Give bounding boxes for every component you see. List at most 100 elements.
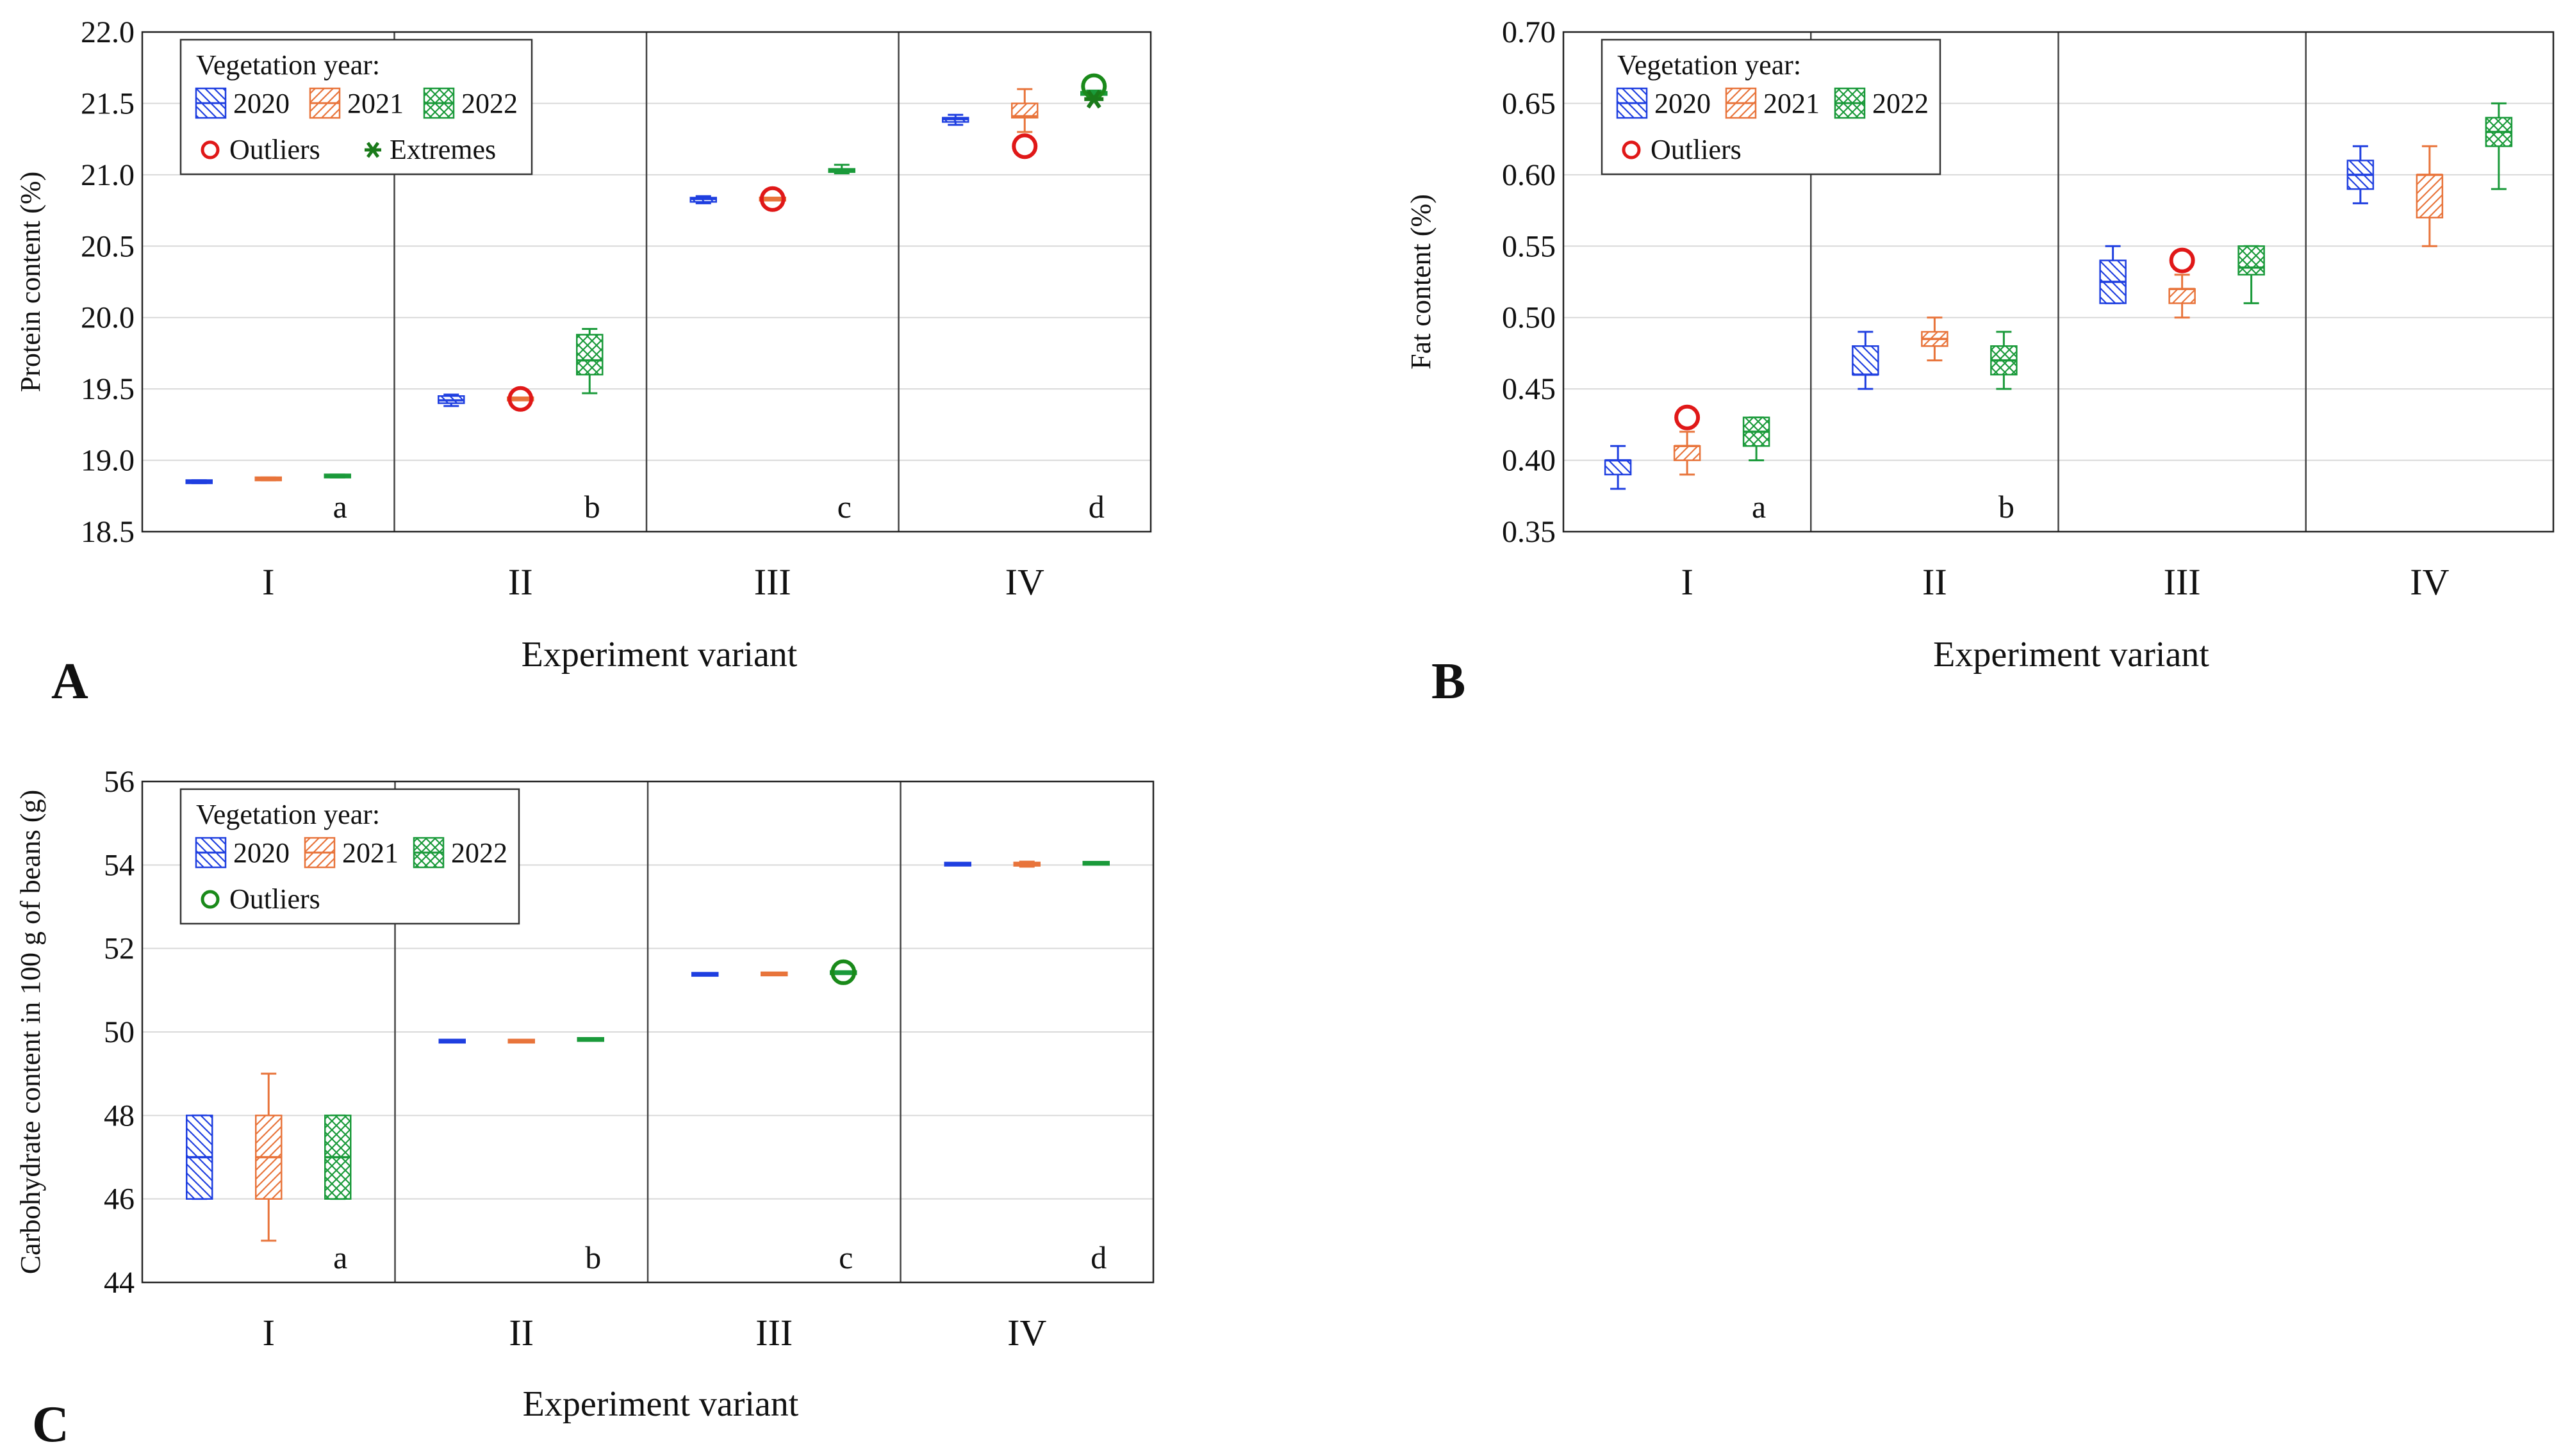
significance-letter: b [1998, 489, 2014, 525]
y-tick-label: 0.60 [1502, 158, 1556, 192]
box-2021-III [761, 971, 788, 977]
y-tick-label: 0.65 [1502, 86, 1556, 120]
y-tick-label: 18.5 [81, 515, 135, 549]
box-2021-III [2168, 247, 2196, 319]
legend-label-2022: 2022 [1872, 88, 1929, 119]
x-axis-title: Experiment variant [522, 635, 798, 675]
x-tick-label: II [508, 561, 533, 603]
legend-outlier-marker [1622, 140, 1641, 160]
plot-frame [141, 780, 1155, 1284]
plot-frame [141, 31, 1152, 533]
y-tick-label: 21.0 [81, 158, 135, 192]
significance-letter: d [1089, 489, 1105, 525]
x-tick-label: I [263, 1312, 275, 1354]
y-tick-label: 20.0 [81, 301, 135, 335]
y-tick-label: 21.5 [81, 86, 135, 120]
box-2022-II [576, 328, 604, 395]
box-2020-IV [2346, 145, 2375, 204]
panel-a: 18.519.019.520.020.521.021.522.0a b c dI II I… [15, 15, 1152, 710]
box-2022-I [324, 1114, 352, 1200]
y-tick-label: 20.5 [81, 229, 135, 263]
y-axis-title: Protein content (%) [15, 172, 46, 393]
x-tick-label: I [1681, 561, 1693, 603]
x-axis-title: Experiment variant [1933, 635, 2209, 675]
box-2020-I [186, 1114, 213, 1200]
box-body [1011, 102, 1039, 119]
plot-frame [1562, 31, 2555, 533]
legend-frame [1601, 38, 1941, 176]
x-tick-label: III [755, 1312, 793, 1354]
box-2022-II [1990, 331, 2018, 390]
y-tick-label: 0.35 [1502, 515, 1556, 549]
y-tick-label: 54 [104, 848, 135, 882]
y-tick-label: 0.50 [1502, 301, 1556, 335]
box-2020-I [185, 479, 213, 484]
box-2020-III [689, 195, 717, 204]
extreme-stroke [1086, 90, 1101, 109]
legend-label-2020: 2020 [233, 88, 290, 119]
box-body [1852, 345, 1879, 376]
box-2020-IV [942, 113, 969, 126]
box-2021-I [254, 476, 282, 482]
significance-letter: a [1752, 489, 1766, 525]
y-tick-label: 0.55 [1502, 229, 1556, 263]
box-body [2416, 174, 2444, 218]
legend-label-2020: 2020 [1654, 88, 1711, 119]
y-tick-label: 52 [104, 932, 135, 966]
box-2021-I [1673, 404, 1701, 476]
box-body [2237, 245, 2265, 276]
legend: Vegetation year: 2020 2021 2022 Outliers [179, 788, 520, 925]
box-2022-I [324, 473, 351, 479]
box-2021-II [507, 386, 534, 412]
box-2020-II [1852, 331, 1879, 390]
box-2022-I [1742, 416, 1770, 462]
box-2020-II [438, 393, 465, 407]
legend-frame [179, 38, 533, 176]
legend: Vegetation year: 2020 2021 2022 Outliers [1601, 38, 1941, 176]
outlier-point [1012, 133, 1038, 160]
box-2022-III [828, 163, 855, 175]
y-axis-title: Fat content (%) [1405, 194, 1437, 370]
outlier-point [759, 186, 786, 212]
outlier-point [830, 959, 857, 985]
y-tick-label: 56 [104, 765, 135, 799]
legend-label-2021: 2021 [347, 88, 404, 119]
legend-title: Vegetation year: [196, 799, 380, 830]
box-body [1673, 445, 1701, 461]
extreme-stroke [366, 142, 380, 158]
legend-label-2020: 2020 [233, 837, 290, 869]
significance-letter: d [1091, 1239, 1107, 1275]
x-tick-label: III [754, 561, 791, 603]
y-tick-label: 44 [104, 1266, 135, 1300]
x-axis-title: Experiment variant [523, 1384, 799, 1424]
box-2020-III [691, 972, 719, 977]
significance-letter: c [837, 489, 852, 525]
outlier-point [2169, 247, 2195, 274]
panel-letter: B [1431, 653, 1465, 710]
box-2022-III [2237, 245, 2265, 304]
y-tick-label: 19.5 [81, 372, 135, 406]
y-tick-label: 48 [104, 1099, 135, 1133]
x-tick-label: III [2164, 561, 2201, 603]
legend-title: Vegetation year: [1617, 49, 1801, 81]
y-tick-label: 50 [104, 1015, 135, 1049]
box-2022-II [577, 1036, 604, 1042]
box-2021-III [759, 186, 786, 212]
y-tick-label: 19.0 [81, 444, 135, 478]
panel-b: 0.350.400.450.500.550.600.650.70a bI II III… [1405, 15, 2555, 710]
legend-outlier-marker [201, 890, 220, 909]
box-2021-I [255, 1072, 283, 1242]
box-body [2168, 288, 2196, 304]
box-2020-I [1604, 445, 1632, 490]
legend-outliers-label: Outliers [229, 883, 320, 915]
box-body [1604, 459, 1632, 476]
box-2020-III [2099, 245, 2127, 304]
outlier-point [507, 386, 534, 412]
x-tick-label: IV [2410, 561, 2449, 603]
box-2020-II [438, 1038, 466, 1044]
legend-title: Vegetation year: [196, 49, 380, 81]
box-2021-IV [2416, 145, 2444, 247]
x-tick-label: IV [1007, 1312, 1046, 1354]
